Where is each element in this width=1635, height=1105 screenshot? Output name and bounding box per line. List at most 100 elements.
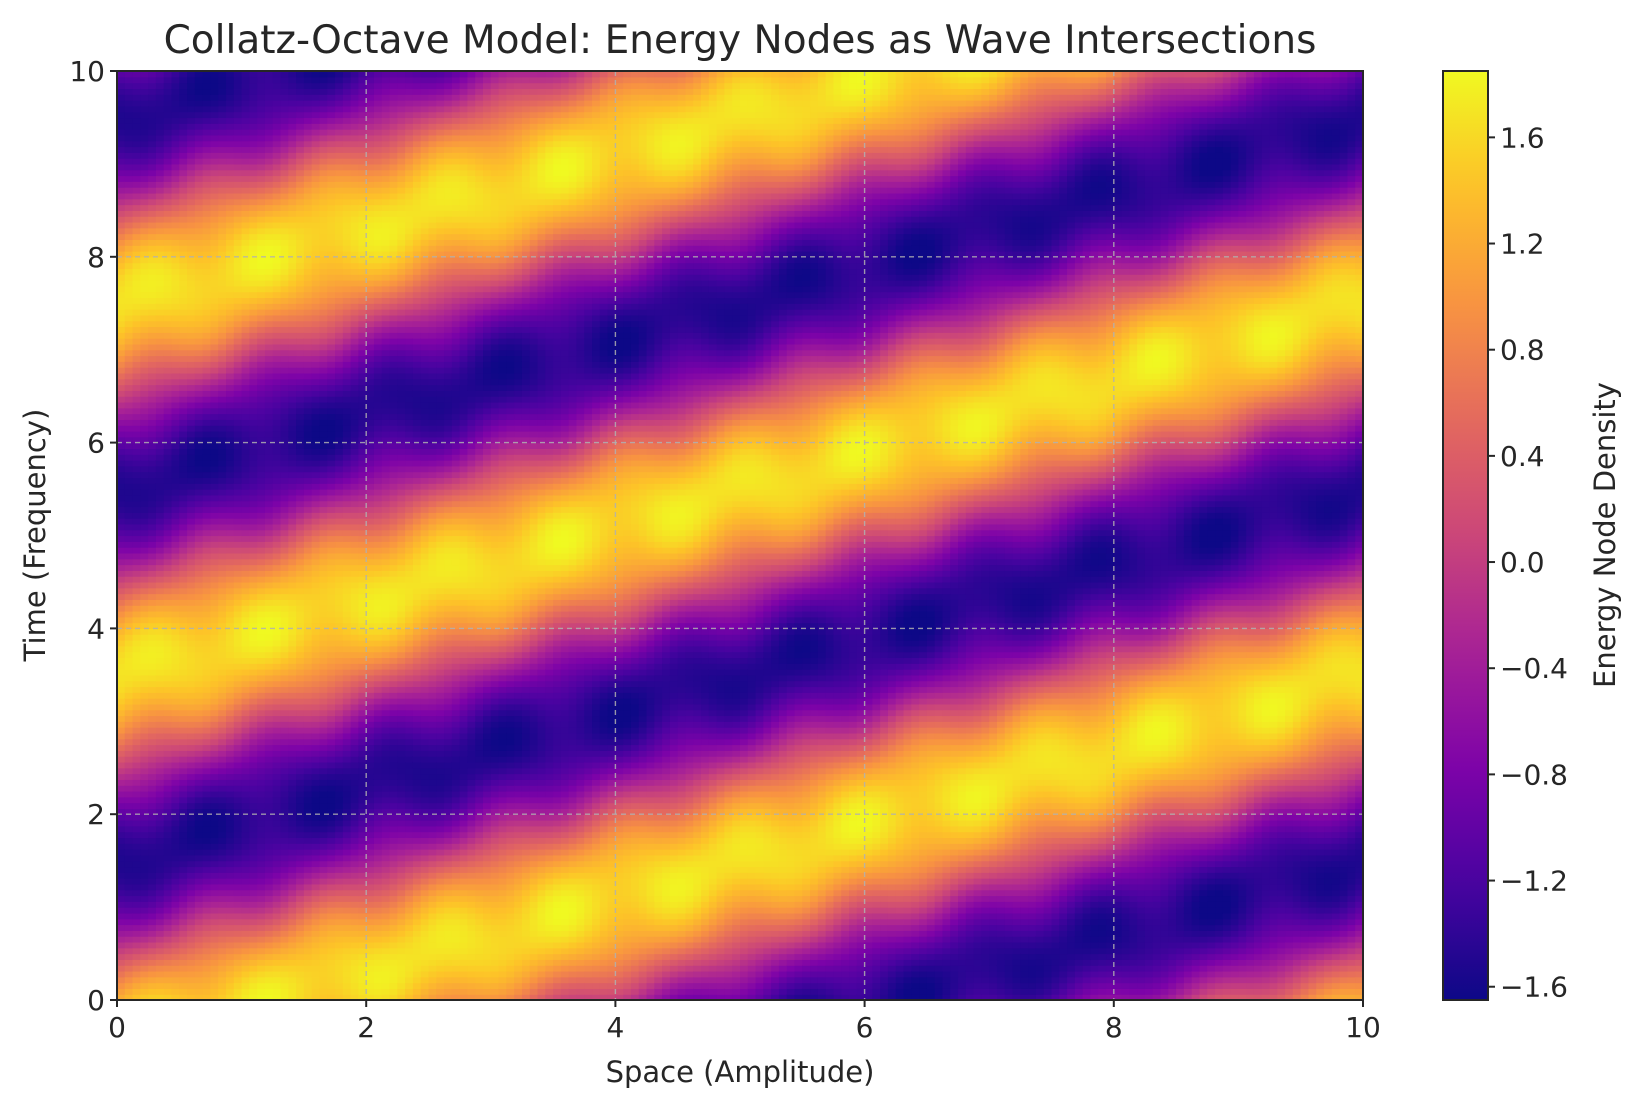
heatmap-cell: [312, 594, 320, 600]
heatmap-cell: [319, 129, 327, 135]
heatmap-cell: [172, 686, 180, 692]
heatmap-cell: [281, 129, 289, 135]
heatmap-cell: [187, 588, 195, 594]
heatmap-cell: [335, 112, 343, 118]
heatmap-cell: [312, 820, 320, 826]
heatmap-cell: [249, 292, 257, 298]
heatmap-cell: [187, 483, 195, 489]
heatmap-cell: [164, 565, 172, 571]
heatmap-cell: [335, 170, 343, 176]
heatmap-cell: [218, 193, 226, 199]
heatmap-cell: [319, 257, 327, 263]
heatmap-cell: [125, 913, 133, 919]
heatmap-cell: [172, 88, 180, 94]
heatmap-cell: [195, 925, 203, 931]
heatmap-cell: [281, 855, 289, 861]
heatmap-cell: [164, 222, 172, 228]
heatmap-cell: [343, 646, 351, 652]
heatmap-cell: [164, 303, 172, 309]
heatmap-cell: [319, 739, 327, 745]
heatmap-cell: [257, 878, 265, 884]
heatmap-cell: [203, 414, 211, 420]
heatmap-cell: [117, 727, 125, 733]
heatmap-cell: [327, 268, 335, 274]
heatmap-cell: [234, 321, 242, 327]
heatmap-cell: [265, 907, 273, 913]
heatmap-cell: [210, 588, 218, 594]
heatmap-cell: [351, 628, 359, 634]
heatmap-cell: [343, 88, 351, 94]
heatmap-cell: [304, 791, 312, 797]
heatmap-cell: [179, 477, 187, 483]
heatmap-cell: [257, 193, 265, 199]
heatmap-cell: [296, 739, 304, 745]
heatmap-cell: [179, 553, 187, 559]
heatmap-cell: [242, 779, 250, 785]
heatmap-cell: [164, 239, 172, 245]
heatmap-cell: [156, 692, 164, 698]
heatmap-cell: [156, 431, 164, 437]
heatmap-cell: [273, 234, 281, 240]
heatmap-cell: [242, 954, 250, 960]
heatmap-cell: [172, 170, 180, 176]
heatmap-cell: [304, 210, 312, 216]
heatmap-cell: [133, 297, 141, 303]
heatmap-cell: [133, 100, 141, 106]
heatmap-cell: [125, 599, 133, 605]
heatmap-cell: [257, 216, 265, 222]
heatmap-cell: [203, 146, 211, 152]
heatmap-cell: [343, 112, 351, 118]
heatmap-cell: [351, 959, 359, 965]
heatmap-cell: [312, 396, 320, 402]
heatmap-cell: [187, 942, 195, 948]
heatmap-cell: [281, 721, 289, 727]
heatmap-cell: [218, 721, 226, 727]
heatmap-cell: [335, 907, 343, 913]
heatmap-cell: [265, 170, 273, 176]
heatmap-cell: [234, 866, 242, 872]
heatmap-cell: [335, 379, 343, 385]
heatmap-cell: [172, 832, 180, 838]
heatmap-cell: [265, 454, 273, 460]
heatmap-cell: [249, 797, 257, 803]
heatmap-cell: [148, 832, 156, 838]
heatmap-cell: [234, 930, 242, 936]
heatmap-cell: [125, 582, 133, 588]
heatmap-cell: [281, 942, 289, 948]
heatmap-cell: [319, 361, 327, 367]
heatmap-cell: [164, 112, 172, 118]
heatmap-cell: [249, 106, 257, 112]
heatmap-cell: [296, 576, 304, 582]
heatmap-cell: [319, 930, 327, 936]
heatmap-cell: [187, 152, 195, 158]
heatmap-cell: [179, 965, 187, 971]
heatmap-cell: [133, 489, 141, 495]
heatmap-cell: [351, 431, 359, 437]
heatmap-cell: [125, 181, 133, 187]
heatmap-cell: [273, 106, 281, 112]
heatmap-cell: [226, 524, 234, 530]
heatmap-cell: [273, 594, 281, 600]
heatmap-cell: [335, 390, 343, 396]
heatmap-cell: [156, 506, 164, 512]
heatmap-cell: [312, 100, 320, 106]
heatmap-cell: [203, 234, 211, 240]
heatmap-cell: [210, 988, 218, 994]
heatmap-cell: [265, 576, 273, 582]
heatmap-cell: [304, 245, 312, 251]
heatmap-cell: [288, 83, 296, 89]
heatmap-cell: [242, 710, 250, 716]
heatmap-cell: [140, 129, 148, 135]
heatmap-cell: [327, 205, 335, 211]
heatmap-cell: [288, 222, 296, 228]
heatmap-cell: [257, 599, 265, 605]
heatmap-cell: [242, 919, 250, 925]
heatmap-cell: [172, 199, 180, 205]
heatmap-cell: [195, 146, 203, 152]
heatmap-cell: [273, 710, 281, 716]
heatmap-cell: [187, 803, 195, 809]
heatmap-cell: [203, 901, 211, 907]
heatmap-cell: [304, 414, 312, 420]
heatmap-cell: [195, 88, 203, 94]
heatmap-cell: [296, 257, 304, 263]
